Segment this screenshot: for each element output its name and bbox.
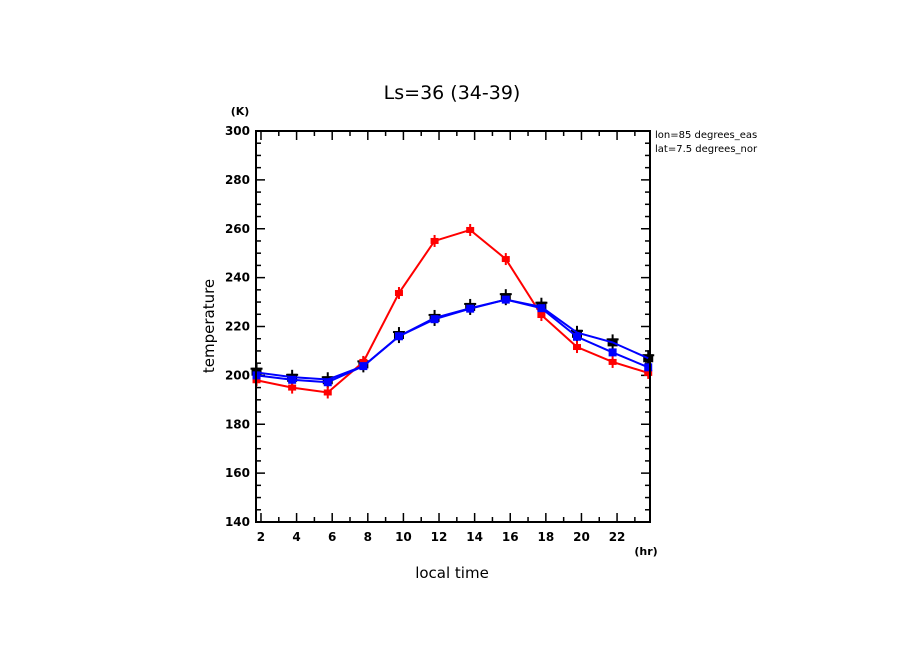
x-tick-label: 8 xyxy=(364,530,372,544)
y-tick-label: 300 xyxy=(225,124,250,138)
point-blue-lower xyxy=(394,332,403,341)
point-red xyxy=(608,358,617,365)
annotation-lon: lon=85 degrees_eas xyxy=(655,130,757,141)
x-tick-label: 16 xyxy=(502,530,519,544)
y-tick-label: 140 xyxy=(225,515,250,529)
point-blue-lower xyxy=(466,304,475,313)
point-blue-lower xyxy=(608,348,617,357)
y-tick-label: 240 xyxy=(225,271,250,285)
axes: 140 160 180 200 220 240 260 280 300 2 4 6 8 10 12 14 16 1… xyxy=(225,124,650,544)
point-red xyxy=(573,344,582,351)
y-unit-label: (K) xyxy=(231,105,250,118)
point-blue-lower xyxy=(359,362,368,371)
x-tick-label: 22 xyxy=(609,530,626,544)
series-line-red xyxy=(256,228,649,394)
x-tick-label: 6 xyxy=(328,530,336,544)
y-tick-label: 180 xyxy=(225,417,250,431)
annotation-lat: lat=7.5 degrees_nor xyxy=(655,144,758,155)
x-tick-label: 10 xyxy=(395,530,412,544)
point-blue-lower xyxy=(573,332,582,341)
point-blue-lower xyxy=(644,363,653,372)
point-red xyxy=(644,369,653,376)
y-tick-label: 260 xyxy=(225,222,250,236)
y-tick-label: 160 xyxy=(225,466,250,480)
series-layer xyxy=(250,223,655,399)
x-tick-label: 4 xyxy=(292,530,300,544)
x-tick-label: 2 xyxy=(257,530,265,544)
point-red xyxy=(288,384,297,391)
point-blue-lower xyxy=(537,304,546,313)
x-tick-label: 12 xyxy=(431,530,448,544)
x-tick-label: 20 xyxy=(573,530,590,544)
y-tick-label: 220 xyxy=(225,320,250,334)
x-tick-label: 18 xyxy=(537,530,554,544)
point-red xyxy=(394,290,403,297)
x-axis-title: local time xyxy=(415,564,489,582)
plot-frame xyxy=(255,130,651,523)
point-blue-lower xyxy=(288,375,297,384)
x-tick-label: 14 xyxy=(466,530,483,544)
point-red xyxy=(430,237,439,244)
series-line-blue-lower xyxy=(256,298,649,384)
point-blue-lower xyxy=(501,295,510,304)
point-red xyxy=(537,312,546,319)
y-axis-title: temperature xyxy=(200,279,218,373)
y-tick-label: 280 xyxy=(225,173,250,187)
series-line-blue-upper xyxy=(256,298,649,381)
x-unit-label: (hr) xyxy=(634,545,657,558)
chart-title: Ls=36 (34-39) xyxy=(384,82,521,104)
point-blue-lower xyxy=(323,378,332,387)
y-tick-label: 200 xyxy=(225,368,250,382)
point-red xyxy=(323,389,332,396)
point-blue-lower xyxy=(430,315,439,324)
point-red xyxy=(501,256,510,263)
point-red xyxy=(359,358,368,365)
point-red xyxy=(466,226,475,233)
